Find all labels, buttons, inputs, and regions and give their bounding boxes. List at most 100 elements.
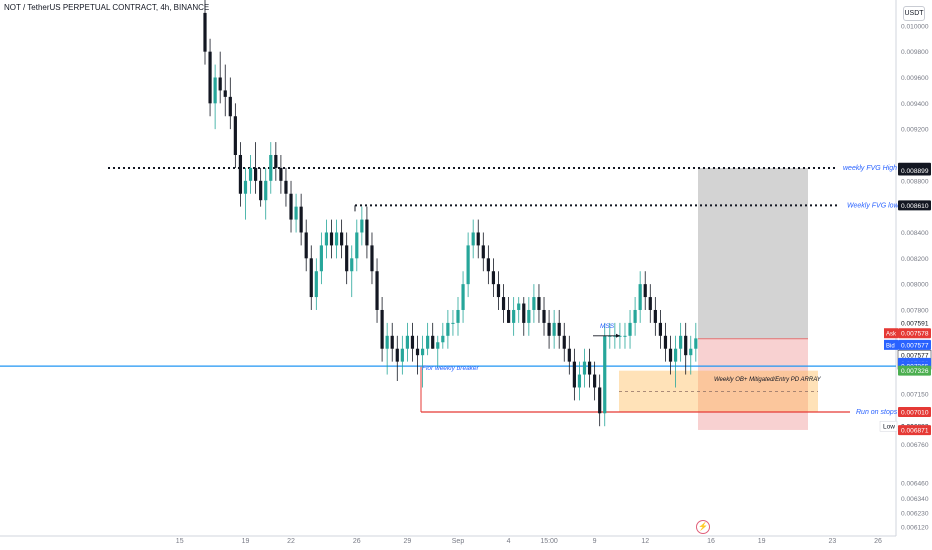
- candle-body: [522, 303, 526, 323]
- tag-stop: 0.006871: [901, 428, 929, 435]
- candle-body: [441, 335, 445, 343]
- tag-run-on-stops-bg: [898, 407, 931, 418]
- candle-body: [694, 338, 698, 349]
- candle-body: [228, 96, 232, 117]
- candle-body: [233, 116, 237, 155]
- x-tick-label: 15:00: [540, 538, 558, 545]
- y-tick-label: 0.009400: [901, 101, 929, 108]
- candle-body: [481, 245, 485, 259]
- x-tick-label: 26: [874, 538, 882, 545]
- y-tick-label: 0.006340: [901, 496, 929, 503]
- candle-body: [653, 309, 657, 323]
- candle-body: [577, 374, 582, 388]
- candle-body: [238, 154, 243, 194]
- candle-body: [431, 335, 435, 349]
- x-tick-label: 29: [404, 538, 412, 545]
- candle-body: [375, 271, 379, 310]
- weekly-fvg-low-label: Weekly FVG low: [847, 202, 900, 209]
- tag-last: 0.007577: [901, 353, 929, 360]
- candle-body: [491, 271, 496, 285]
- candle-body: [248, 167, 253, 181]
- candle-body: [527, 309, 531, 323]
- x-tick-label: 15: [176, 538, 184, 545]
- candle-body: [294, 206, 298, 220]
- candle-body: [567, 348, 571, 362]
- x-tick-label: 26: [353, 538, 361, 545]
- x-tick-label: 16: [707, 538, 715, 545]
- candle-body: [274, 154, 278, 168]
- candle-body: [532, 297, 536, 310]
- candle-body: [360, 219, 364, 233]
- y-tick-label: 0.006230: [901, 510, 929, 517]
- candle-body: [309, 258, 313, 298]
- candle-body: [451, 322, 455, 324]
- candle-body: [476, 232, 480, 246]
- candle-body: [299, 206, 303, 233]
- candle-body: [213, 77, 217, 104]
- y-tick-label: 0.006460: [901, 481, 929, 488]
- bid-tag: Bid: [886, 343, 895, 349]
- candle-body: [542, 309, 546, 323]
- x-tick-label: 9: [593, 538, 597, 545]
- tag-fvg-low-bg: [898, 200, 931, 211]
- x-tick-label: 19: [242, 538, 250, 545]
- tag-green: 0.007326: [901, 368, 929, 375]
- y-tick-label: 0.007800: [901, 307, 929, 314]
- tag-bid: 0.007577: [901, 342, 929, 349]
- y-tick-label: 0.008200: [901, 256, 929, 263]
- y-tick-label: 0.010000: [901, 23, 929, 30]
- candle-body: [613, 335, 617, 337]
- tag-fvg-low: 0.008610: [901, 203, 929, 210]
- candle-body: [471, 232, 475, 246]
- tag-run-on-stops: 0.007010: [901, 410, 929, 417]
- candle-body: [264, 180, 268, 201]
- candle-body: [208, 51, 212, 104]
- candle-body: [628, 322, 632, 336]
- candle-body: [638, 284, 642, 310]
- order-block-zone: [619, 370, 818, 413]
- currency-button[interactable]: USDT: [903, 6, 925, 21]
- candle-body: [496, 284, 501, 298]
- candle-body: [537, 297, 541, 310]
- ask-tag: Ask: [886, 332, 897, 338]
- tag-last-high: 0.007591: [901, 320, 929, 327]
- candle-body: [259, 180, 263, 201]
- candle-body: [603, 335, 607, 414]
- target-zone: [698, 168, 808, 339]
- candle-body: [345, 245, 349, 272]
- weekly-fvg-high-label: weekly FVG High: [843, 165, 897, 172]
- mss-arrow-icon: [616, 333, 620, 338]
- candle-body: [643, 284, 647, 298]
- x-tick-label: 4: [507, 538, 511, 545]
- candle-body: [314, 271, 318, 298]
- candle-body: [426, 335, 430, 349]
- candle-body: [501, 297, 506, 310]
- flash-icon[interactable]: ⚡: [696, 520, 710, 534]
- tag-bid-bg: [898, 339, 931, 350]
- candle-body: [648, 297, 652, 310]
- candle-body: [269, 154, 273, 181]
- candle-body: [370, 245, 374, 272]
- candle-body: [365, 219, 369, 246]
- candle-body: [456, 309, 460, 323]
- candle-body: [633, 309, 637, 323]
- tag-last-high-bg: [898, 317, 931, 328]
- x-tick-label: 12: [641, 538, 649, 545]
- candle-body: [334, 232, 339, 246]
- candle-body: [340, 232, 344, 246]
- y-tick-label: 0.009200: [901, 127, 929, 134]
- tag-ask-bg: [898, 328, 931, 339]
- candle-body: [461, 284, 465, 310]
- chart-title: NOT / TetherUS PERPETUAL CONTRACT, 4h, B…: [4, 3, 210, 12]
- candle-body: [562, 335, 566, 349]
- candle-body: [284, 180, 288, 194]
- candle-body: [658, 322, 662, 336]
- run-on-stops-label: Run on stops: [856, 409, 898, 416]
- candle-body: [405, 335, 409, 349]
- candle-body: [582, 361, 587, 375]
- weekly-breaker-label: Flor weekly breaker: [422, 365, 480, 372]
- y-tick-label: 0.009800: [901, 49, 929, 56]
- candle-body: [689, 348, 693, 356]
- candle-body: [218, 77, 222, 91]
